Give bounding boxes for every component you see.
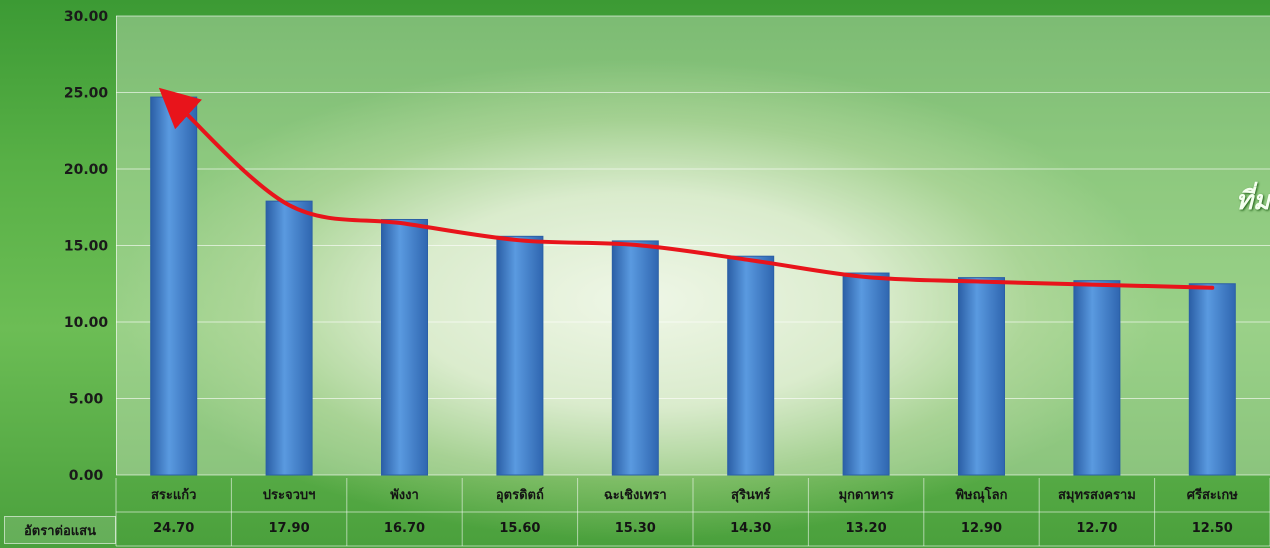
bar: [1188, 283, 1236, 476]
x-tick-label: ศรีสะเกษ: [1186, 488, 1238, 503]
data-table-grid: [115, 478, 1270, 547]
side-caption: ที่ม: [1235, 186, 1270, 216]
y-tick-label: 20.00: [64, 162, 109, 178]
bar: [496, 235, 544, 476]
bar: [958, 277, 1005, 476]
x-tick-label: ประจวบฯ: [262, 488, 316, 503]
x-tick-label: พิษณุโลก: [955, 488, 1008, 503]
data-label: 16.70: [383, 521, 426, 536]
bar: [611, 240, 659, 476]
y-tick-label: 5.00: [69, 392, 104, 408]
y-tick-label: 25.00: [64, 86, 109, 102]
y-axis: 0.00 5.00 10.00 15.00 20.00 25.00 30.00: [64, 9, 109, 484]
data-label: 12.70: [1076, 521, 1118, 536]
data-label: 15.30: [614, 521, 656, 536]
data-label: 13.20: [845, 521, 887, 536]
data-label: 15.60: [499, 521, 541, 536]
bar: [842, 272, 890, 476]
y-tick-label: 30.00: [64, 9, 109, 25]
y-tick-label: 15.00: [64, 239, 109, 255]
trend-line: [158, 87, 1215, 290]
x-tick-label: มุกดาหาร: [838, 488, 894, 503]
bar: [381, 218, 428, 476]
bar: [1073, 280, 1121, 476]
bar: [150, 96, 198, 476]
bar: [265, 200, 313, 476]
x-tick-label: สระแก้ว: [150, 488, 197, 503]
data-label: 24.70: [153, 521, 195, 536]
data-label: 12.90: [960, 521, 1003, 536]
x-tick-label: อุตรดิตถ์: [495, 488, 544, 503]
bars: [150, 96, 1236, 476]
y-tick-label: 0.00: [69, 468, 104, 484]
data-label: 14.30: [730, 521, 772, 536]
bar: [727, 255, 775, 476]
x-tick-label: สมุทรสงคราม: [1057, 488, 1136, 503]
data-label: 17.90: [268, 521, 310, 536]
y-tick-label: 10.00: [64, 315, 109, 331]
x-tick-label: สุรินทร์: [731, 488, 771, 503]
x-tick-label: พังงา: [390, 488, 419, 503]
x-tick-label: ฉะเชิงเทรา: [603, 488, 667, 503]
table-row-label: อัตราต่อแสน: [4, 516, 116, 544]
data-label: 12.50: [1191, 521, 1233, 536]
